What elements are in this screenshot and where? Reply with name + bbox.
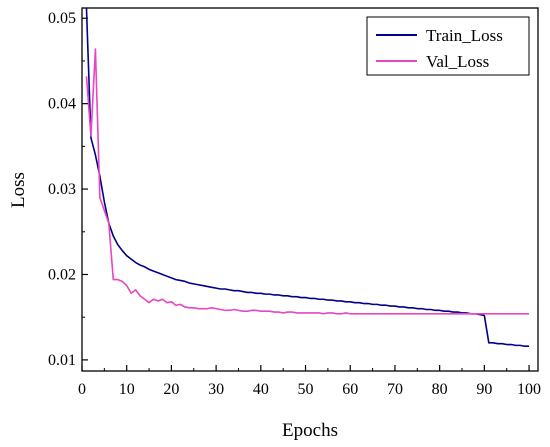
x-tick-label: 50 xyxy=(298,381,314,398)
legend: Train_Loss Val_Loss xyxy=(366,16,530,76)
legend-label-train-loss: Train_Loss xyxy=(426,26,503,45)
x-tick-label: 10 xyxy=(119,381,135,398)
series-line-val-loss xyxy=(85,48,530,315)
legend-frame xyxy=(366,16,530,76)
x-tick-label: 100 xyxy=(517,381,541,398)
y-tick-label: 0.04 xyxy=(48,96,76,113)
x-tick-label: 80 xyxy=(432,381,448,398)
series-layer xyxy=(85,8,530,348)
x-tick-label: 20 xyxy=(163,381,179,398)
x-tick-label: 60 xyxy=(342,381,358,398)
y-tick-label: 0.01 xyxy=(48,352,76,369)
x-tick-label: 90 xyxy=(476,381,492,398)
x-tick-label: 30 xyxy=(208,381,224,398)
y-axis-ticks: 0.01 0.02 0.03 0.04 0.05 xyxy=(48,10,88,369)
y-tick-label: 0.05 xyxy=(48,10,76,27)
x-axis-ticks: 0 10 20 30 40 50 60 70 80 90 100 xyxy=(78,365,541,398)
x-axis-label: Epochs xyxy=(282,420,338,441)
x-tick-label: 40 xyxy=(253,381,269,398)
x-tick-label: 70 xyxy=(387,381,403,398)
series-line-train-loss xyxy=(85,8,530,348)
x-tick-label: 0 xyxy=(78,381,86,398)
y-axis-label: Loss xyxy=(8,172,29,208)
y-tick-label: 0.02 xyxy=(48,266,76,283)
y-tick-label: 0.03 xyxy=(48,181,76,198)
legend-label-val-loss: Val_Loss xyxy=(426,52,489,71)
